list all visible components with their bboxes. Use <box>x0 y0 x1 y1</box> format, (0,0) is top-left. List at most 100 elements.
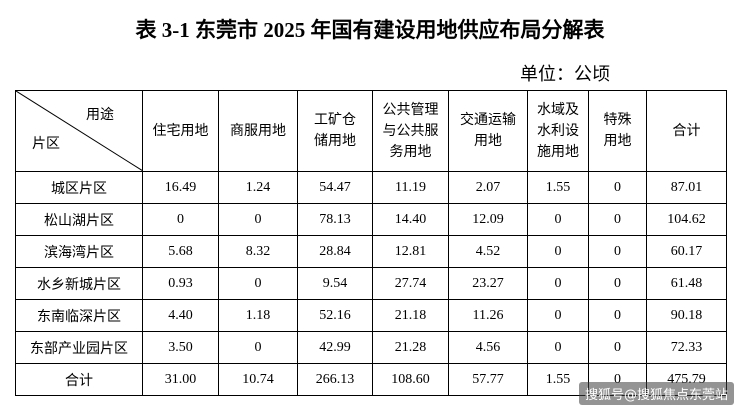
cell: 31.00 <box>142 363 219 396</box>
cell: 104.62 <box>646 203 727 236</box>
cell: 8.32 <box>218 235 298 268</box>
row-label: 滨海湾片区 <box>15 235 143 268</box>
row-label: 东南临深片区 <box>15 299 143 332</box>
cell: 87.01 <box>646 171 727 204</box>
row-label: 城区片区 <box>15 171 143 204</box>
cell: 78.13 <box>297 203 373 236</box>
table-row: 松山湖片区 0 0 78.13 14.40 12.09 0 0 104.62 <box>15 203 727 236</box>
cell: 11.19 <box>372 171 449 204</box>
cell: 1.24 <box>218 171 298 204</box>
cell: 0 <box>527 235 589 268</box>
cell: 72.33 <box>646 331 727 364</box>
cell: 42.99 <box>297 331 373 364</box>
cell: 28.84 <box>297 235 373 268</box>
header-line: 水域及 <box>537 102 579 118</box>
cell: 0 <box>588 299 647 332</box>
header-line: 商服用地 <box>230 123 286 139</box>
cell: 0 <box>527 299 589 332</box>
column-header: 工矿仓 储用地 <box>297 90 373 172</box>
cell: 12.09 <box>448 203 528 236</box>
cell: 5.68 <box>142 235 219 268</box>
cell: 52.16 <box>297 299 373 332</box>
cell: 1.18 <box>218 299 298 332</box>
header-line: 合计 <box>672 123 701 139</box>
watermark: 搜狐号@搜狐焦点东莞站 <box>578 382 734 405</box>
header-line: 住宅用地 <box>152 123 209 139</box>
cell: 54.47 <box>297 171 373 204</box>
table: 用途 片区 住宅用地 商服用地 工矿仓 储用地 公共管理 与公共服 务用地 交通运输 用地 水域及… <box>15 90 727 396</box>
cell: 0 <box>218 267 298 300</box>
header-row: 用途 片区 住宅用地 商服用地 工矿仓 储用地 公共管理 与公共服 务用地 交通运输 用地 水域及… <box>15 90 727 172</box>
cell: 4.56 <box>448 331 528 364</box>
cell: 2.07 <box>448 171 528 204</box>
cell: 60.17 <box>646 235 727 268</box>
cell: 4.52 <box>448 235 528 268</box>
corner-bottom: 片区 <box>32 137 60 152</box>
cell: 14.40 <box>372 203 449 236</box>
table-row: 东南临深片区 4.40 1.18 52.16 21.18 11.26 0 0 90.18 <box>15 299 727 332</box>
cell: 0 <box>218 203 298 236</box>
cell: 0 <box>218 331 298 364</box>
cell: 0 <box>527 331 589 364</box>
cell: 10.74 <box>218 363 298 396</box>
cell: 90.18 <box>646 299 727 332</box>
row-label: 水乡新城片区 <box>15 267 143 300</box>
column-header: 公共管理与公共服务用地 <box>372 90 449 172</box>
table-body: 城区片区 16.49 1.24 54.47 11.19 2.07 1.55 0 87.01 松山湖… <box>15 171 727 396</box>
cell: 11.26 <box>448 299 528 332</box>
cell: 12.81 <box>372 235 449 268</box>
table-row: 滨海湾片区 5.68 8.32 28.84 12.81 4.52 0 0 60.17 <box>15 235 727 268</box>
cell: 0 <box>527 203 589 236</box>
column-header: 合计 <box>646 90 727 172</box>
cell: 0 <box>527 267 589 300</box>
header-line: 务用地 <box>389 144 432 160</box>
header-line: 与公共服 <box>382 123 439 139</box>
corner-cell: 用途 片区 <box>15 90 143 172</box>
cell: 0 <box>588 331 647 364</box>
table-row: 水乡新城片区 0.93 0 9.54 27.74 23.27 0 0 61.48 <box>15 267 727 300</box>
header-line: 施用地 <box>537 144 579 160</box>
cell: 27.74 <box>372 267 449 300</box>
cell: 266.13 <box>297 363 373 396</box>
column-header: 交通运输 用地 <box>448 90 528 172</box>
column-header: 特殊 用地 <box>588 90 647 172</box>
cell: 0 <box>588 203 647 236</box>
cell: 23.27 <box>448 267 528 300</box>
cell: 1.55 <box>527 363 589 396</box>
header-line: 水利设 <box>537 123 579 139</box>
header-line: 储用地 <box>314 134 356 149</box>
column-header: 商服用地 <box>218 90 298 172</box>
header-line: 特殊 <box>603 113 632 128</box>
cell: 0 <box>588 171 647 204</box>
cell: 16.49 <box>142 171 219 204</box>
cell: 0 <box>142 203 219 236</box>
cell: 1.55 <box>527 171 589 204</box>
cell: 0 <box>588 267 647 300</box>
row-label: 合计 <box>15 363 143 396</box>
header-line: 公共管理 <box>382 102 439 118</box>
cell: 21.18 <box>372 299 449 332</box>
table-row: 合计 31.00 10.74 266.13 108.60 57.77 1.55 0 475.79 <box>15 363 727 396</box>
table-row: 东部产业园片区 3.50 0 42.99 21.28 4.56 0 0 72.33 <box>15 331 727 364</box>
corner-top: 用途 <box>86 108 114 123</box>
column-header: 水域及 水利设 施用地 <box>527 90 589 172</box>
cell: 61.48 <box>646 267 727 300</box>
header-line: 工矿仓 <box>314 113 356 128</box>
header-line: 用地 <box>474 134 502 149</box>
row-label: 松山湖片区 <box>15 203 143 236</box>
cell: 108.60 <box>372 363 449 396</box>
title: 表 3-1 东莞市 2025 年国有建设用地供应布局分解表 <box>135 18 605 42</box>
diagonal <box>16 91 143 171</box>
table-row: 城区片区 16.49 1.24 54.47 11.19 2.07 1.55 0 87.01 <box>15 171 727 204</box>
cell: 0 <box>588 235 647 268</box>
cell: 4.40 <box>142 299 219 332</box>
cell: 57.77 <box>448 363 528 396</box>
cell: 0.93 <box>142 267 219 300</box>
header-line: 交通运输 <box>460 113 516 128</box>
cell: 9.54 <box>297 267 373 300</box>
unit: 单位：公顷 <box>520 64 610 84</box>
cell: 21.28 <box>372 331 449 364</box>
header-line: 用地 <box>603 134 632 149</box>
cell: 3.50 <box>142 331 219 364</box>
